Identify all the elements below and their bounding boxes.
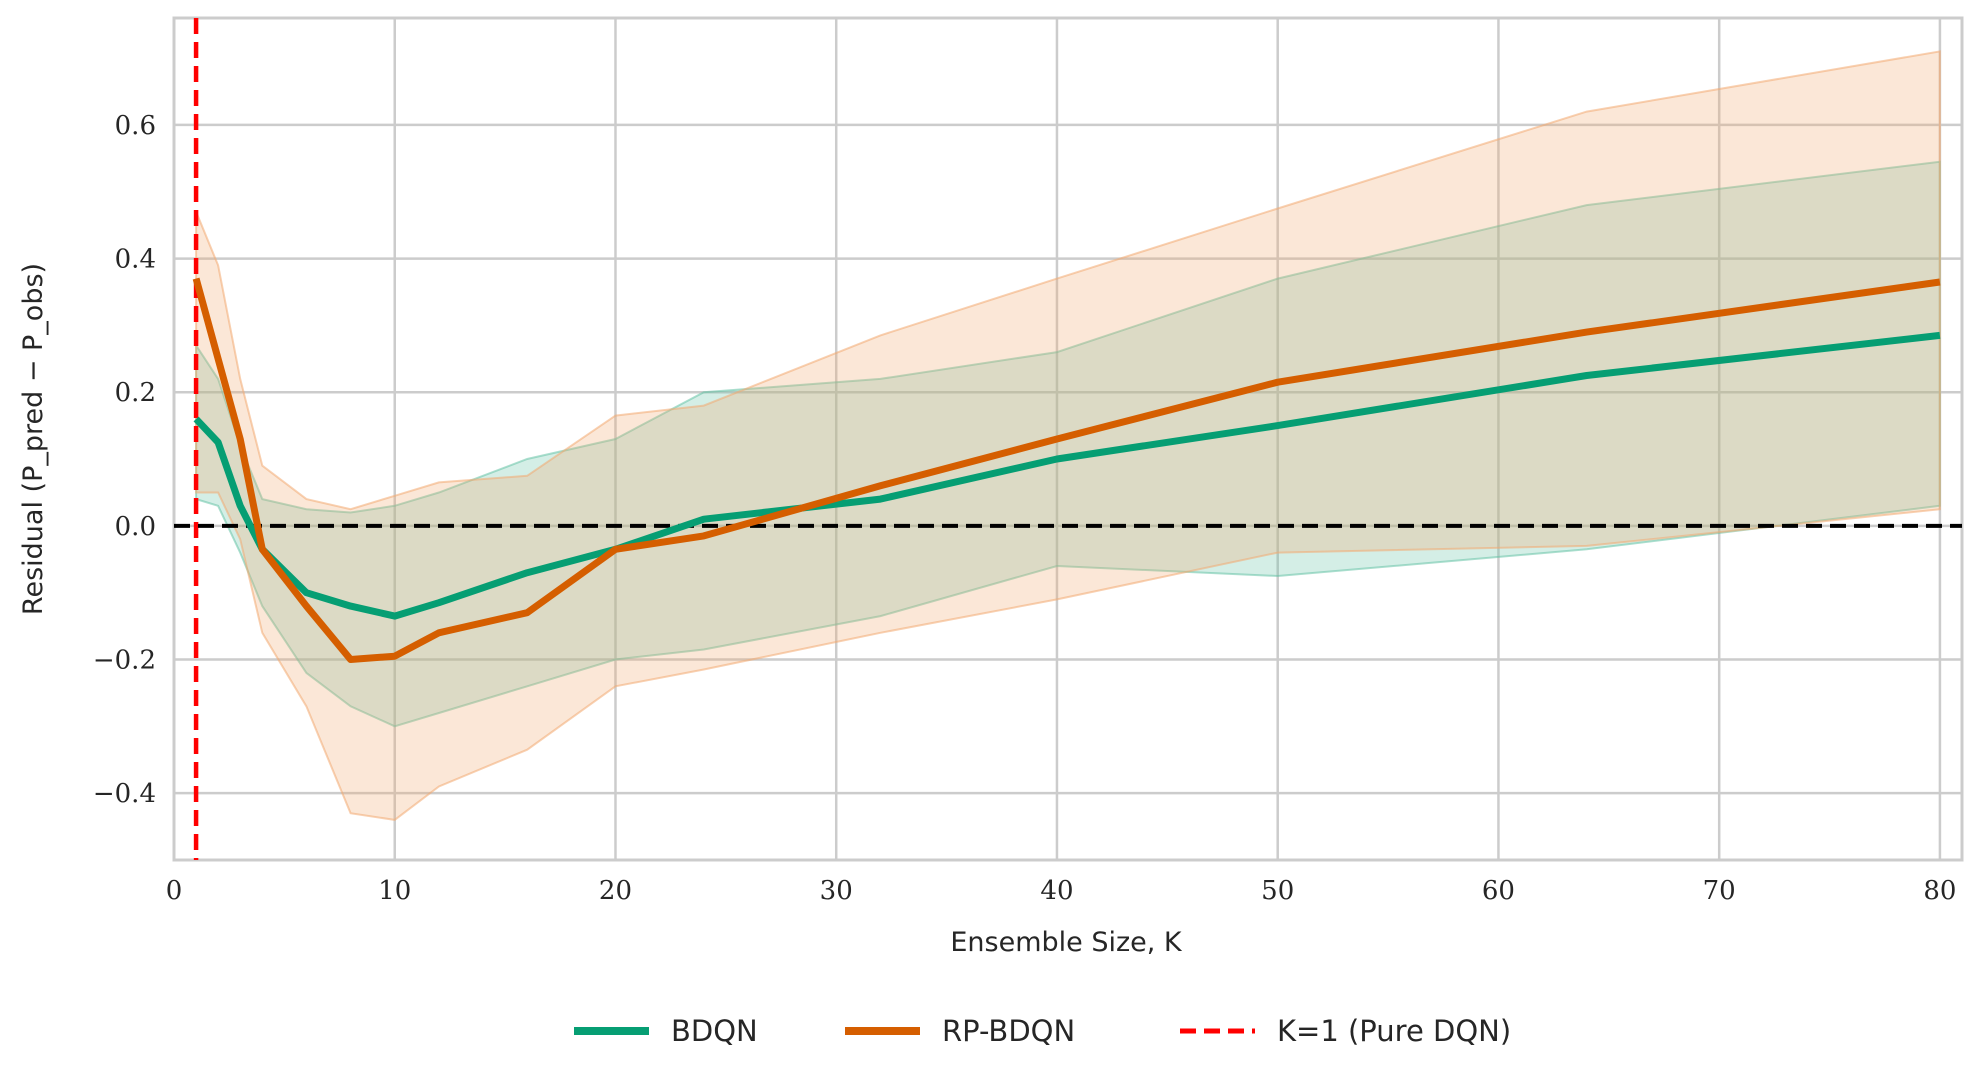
line-rp-bdqn xyxy=(192,277,1941,663)
x-tick-label: 0 xyxy=(166,876,183,906)
x-tick-label: 80 xyxy=(1923,876,1956,906)
y-tick-label: 0.4 xyxy=(115,245,156,275)
x-tick-label: 30 xyxy=(820,876,853,906)
y-axis-label: Residual (P_pred − P_obs) xyxy=(18,263,49,615)
tick-labels: 0 10 20 30 40 50 60 70 80 −0.4 −0.2 0.0 0.2 0.4 0.6 xyxy=(93,111,1957,906)
legend-label: BDQN xyxy=(671,1014,758,1048)
y-tick-label: 0.2 xyxy=(115,378,156,408)
y-tick-label: −0.4 xyxy=(93,779,156,809)
legend: BDQN RP-BDQN K=1 (Pure DQN) xyxy=(574,1014,1511,1048)
x-tick-label: 40 xyxy=(1040,876,1073,906)
series-lines xyxy=(192,277,1941,663)
x-axis-label: Ensemble Size, K xyxy=(950,927,1183,958)
line-bdqn xyxy=(193,331,1941,620)
x-tick-label: 60 xyxy=(1482,876,1515,906)
x-tick-label: 10 xyxy=(378,876,411,906)
legend-label: K=1 (Pure DQN) xyxy=(1277,1014,1511,1048)
y-tick-label: −0.2 xyxy=(93,646,156,676)
x-tick-label: 50 xyxy=(1261,876,1294,906)
y-tick-label: 0.6 xyxy=(115,111,156,141)
legend-label: RP-BDQN xyxy=(942,1014,1075,1048)
y-tick-label: 0.0 xyxy=(115,512,156,542)
x-tick-label: 20 xyxy=(599,876,632,906)
reference-lines xyxy=(174,18,1962,860)
x-tick-label: 70 xyxy=(1703,876,1736,906)
